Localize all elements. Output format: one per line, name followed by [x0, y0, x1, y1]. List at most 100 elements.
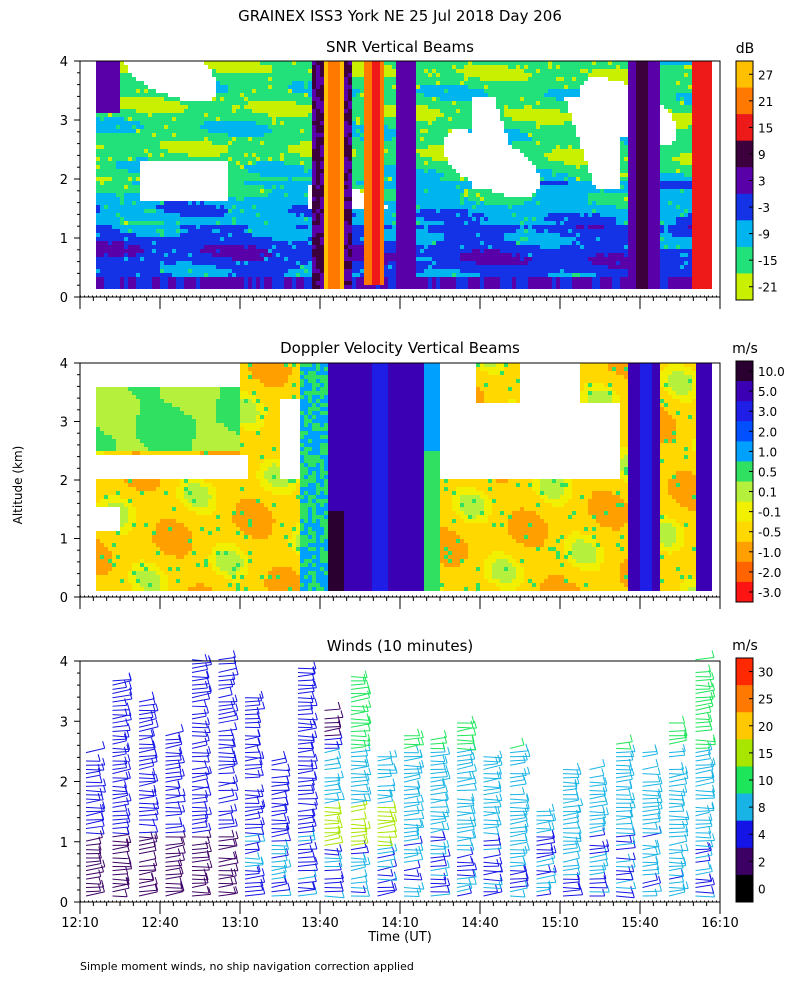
heatmap-cell: [428, 269, 432, 273]
heatmap-cell: [216, 281, 220, 285]
heatmap-cell: [372, 105, 376, 109]
heatmap-cell: [232, 65, 236, 69]
heatmap-cell: [388, 117, 392, 121]
heatmap-cell: [196, 249, 200, 253]
heatmap-cell: [324, 145, 328, 149]
heatmap-cell: [116, 185, 120, 189]
heatmap-cell: [108, 77, 112, 81]
heatmap-cell: [252, 109, 256, 113]
heatmap-cell: [280, 205, 284, 209]
heatmap-cell: [392, 249, 396, 253]
heatmap-cell: [108, 221, 112, 225]
heatmap-cell: [172, 129, 176, 133]
heatmap-cell: [436, 69, 440, 73]
heatmap-cell: [316, 217, 320, 221]
heatmap-cell: [132, 137, 136, 141]
heatmap-cell: [392, 121, 396, 125]
heatmap-cell: [364, 209, 368, 213]
heatmap-cell: [300, 185, 304, 189]
heatmap-cell: [164, 145, 168, 149]
heatmap-cell: [412, 201, 416, 205]
heatmap-cell: [344, 161, 348, 165]
heatmap-cell: [252, 137, 256, 141]
heatmap-cell: [360, 181, 364, 185]
heatmap-cell: [452, 205, 456, 209]
heatmap-cell: [376, 125, 380, 129]
heatmap-cell: [104, 185, 108, 189]
heatmap-cell: [132, 97, 136, 101]
heatmap-cell: [180, 105, 184, 109]
heatmap-cell: [216, 201, 220, 205]
heatmap-cell: [384, 177, 388, 181]
heatmap-cell: [180, 109, 184, 113]
heatmap-cell: [376, 121, 380, 125]
heatmap-cell: [388, 269, 392, 273]
heatmap-cell: [372, 213, 376, 217]
heatmap-cell: [408, 245, 412, 249]
heatmap-cell: [376, 145, 380, 149]
heatmap-cell: [112, 149, 116, 153]
heatmap-cell: [452, 105, 456, 109]
heatmap-cell: [244, 273, 248, 277]
heatmap-cell: [272, 125, 276, 129]
heatmap-cell: [328, 109, 332, 113]
heatmap-cell: [424, 181, 428, 185]
heatmap-cell: [280, 281, 284, 285]
heatmap-cell: [268, 265, 272, 269]
heatmap-cell: [280, 121, 284, 125]
heatmap-cell: [168, 277, 172, 281]
heatmap-cell: [364, 193, 368, 197]
heatmap-cell: [248, 165, 252, 169]
heatmap-cell: [364, 253, 368, 257]
heatmap-cell: [196, 217, 200, 221]
heatmap-cell: [460, 117, 464, 121]
heatmap-cell: [316, 257, 320, 261]
heatmap-cell: [292, 165, 296, 169]
heatmap-cell: [388, 213, 392, 217]
heatmap-cell: [376, 185, 380, 189]
heatmap-cell: [244, 129, 248, 133]
heatmap-cell: [364, 157, 368, 161]
heatmap-cell: [440, 249, 444, 253]
heatmap-cell: [312, 121, 316, 125]
heatmap-cell: [284, 89, 288, 93]
heatmap-cell: [368, 261, 372, 265]
heatmap-cell: [404, 69, 408, 73]
heatmap-cell: [348, 109, 352, 113]
heatmap-cell: [376, 69, 380, 73]
heatmap-cell: [256, 117, 260, 121]
heatmap-cell: [452, 221, 456, 225]
heatmap-cell: [268, 77, 272, 81]
heatmap-cell: [308, 249, 312, 253]
heatmap-cell: [324, 225, 328, 229]
heatmap-cell: [104, 229, 108, 233]
heatmap-cell: [276, 237, 280, 241]
heatmap-cell: [316, 157, 320, 161]
heatmap-cell: [360, 189, 364, 193]
heatmap-cell: [300, 153, 304, 157]
heatmap-cell: [368, 125, 372, 129]
heatmap-cell: [232, 69, 236, 73]
heatmap-cell: [116, 165, 120, 169]
heatmap-cell: [312, 245, 316, 249]
heatmap-cell: [448, 73, 452, 77]
heatmap-cell: [132, 201, 136, 205]
heatmap-cell: [484, 81, 488, 85]
heatmap-cell: [344, 73, 348, 77]
heatmap-cell: [424, 193, 428, 197]
heatmap-cell: [116, 77, 120, 81]
heatmap-cell: [288, 273, 292, 277]
heatmap-cell: [388, 281, 392, 285]
heatmap-cell: [352, 65, 356, 69]
heatmap-cell: [264, 113, 268, 117]
heatmap-cell: [428, 69, 432, 73]
heatmap-cell: [440, 173, 444, 177]
heatmap-cell: [436, 205, 440, 209]
heatmap-cell: [244, 113, 248, 117]
heatmap-cell: [284, 85, 288, 89]
heatmap-cell: [384, 189, 388, 193]
heatmap-cell: [196, 229, 200, 233]
heatmap-cell: [308, 213, 312, 217]
heatmap-cell: [412, 281, 416, 285]
heatmap-cell: [448, 121, 452, 125]
